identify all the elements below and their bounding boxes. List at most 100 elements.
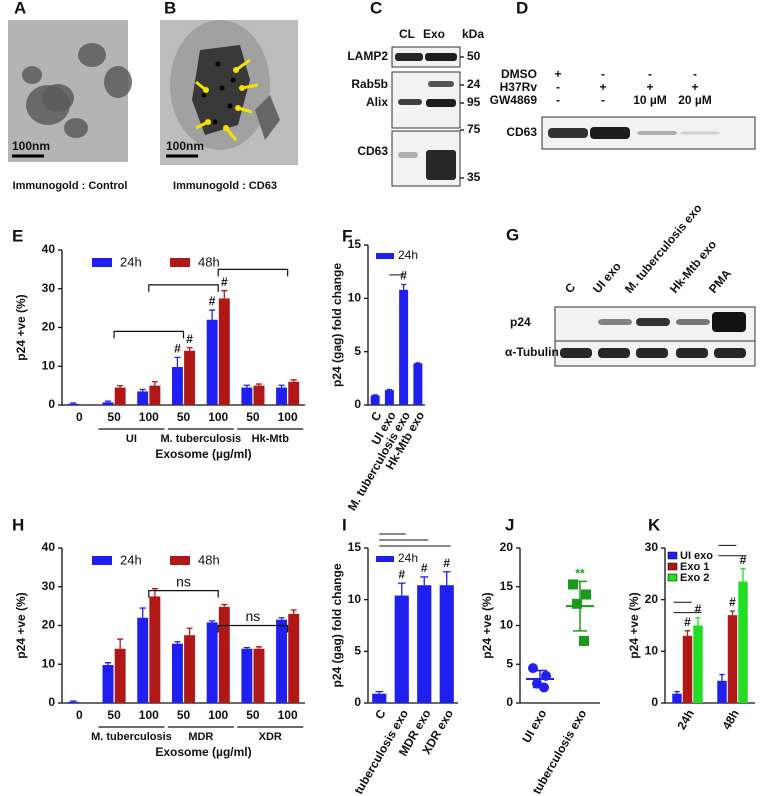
error-bar (209, 309, 216, 320)
vesicle (78, 43, 106, 67)
bracket (217, 268, 289, 277)
marker-label: 35 (467, 170, 481, 184)
legend-label: 48h (198, 254, 220, 269)
legend-swatch (667, 573, 678, 582)
x-tick-label: 50 (246, 708, 260, 722)
cell: - (601, 93, 605, 107)
y-tick-label: 0 (651, 695, 658, 709)
significance: # (400, 269, 407, 283)
x-tick-label: 50 (107, 708, 121, 722)
bar (417, 585, 432, 703)
error-bar (174, 356, 181, 368)
bar (171, 367, 183, 405)
y-tick-label: 20 (645, 592, 659, 606)
vesicle (255, 95, 280, 140)
y-axis-label: p24 +ve (%) (14, 592, 28, 658)
panel-letter: G (506, 225, 519, 244)
bar (67, 701, 79, 703)
gold-particle (219, 85, 225, 91)
error-bar (243, 384, 250, 388)
error-bar (740, 568, 746, 582)
group-label: M. tuberculosis (91, 731, 172, 743)
error-bar (674, 690, 680, 694)
vesicle (64, 118, 88, 138)
row-label: CD63 (357, 144, 388, 158)
y-tick-label: 10 (42, 656, 56, 670)
bar (184, 350, 196, 405)
band (426, 150, 456, 180)
cell: 20 µM (678, 93, 712, 107)
bar (184, 635, 196, 703)
error-bar (415, 362, 421, 364)
row-label: LAMP2 (347, 49, 388, 63)
legend-label: Exo 1 (680, 561, 709, 573)
lane-label: M. tuberculosis exo (622, 201, 705, 296)
annotation: ns (176, 573, 191, 589)
bar (171, 643, 183, 703)
panel-letter: F (342, 226, 352, 245)
legend-swatch (376, 556, 394, 562)
legend-label: 24h (120, 254, 142, 269)
vesicle (42, 84, 74, 112)
x-tick-label: 50 (177, 410, 191, 424)
group-label: Hk-Mtb (252, 433, 290, 445)
bracket (148, 284, 219, 292)
bar (384, 390, 394, 405)
x-tick-label: 100 (208, 708, 228, 722)
x-tick-label: 0 (76, 410, 83, 424)
error-bar (290, 379, 297, 382)
point (528, 663, 538, 674)
group-label: M. tuberculosis (161, 433, 242, 445)
error-bar (255, 383, 263, 386)
marker-label: 75 (467, 122, 481, 136)
x-axis-label: Exosome (µg/ml) (155, 447, 251, 461)
error-bar (442, 571, 451, 586)
bar (413, 363, 423, 405)
group-label: UI (126, 433, 137, 445)
band (680, 131, 720, 135)
bar (727, 615, 738, 703)
row-label: Rab5b (351, 77, 388, 91)
legend-label: 24h (398, 248, 418, 262)
x-tick-label: 24h (674, 707, 696, 732)
significance: ** (575, 567, 585, 581)
band (714, 348, 746, 358)
point (572, 598, 582, 609)
bar (102, 402, 114, 405)
row-label: α-Tubulin (505, 345, 559, 359)
error-bar (70, 402, 77, 404)
error-bar (117, 384, 124, 388)
error-bar (375, 690, 384, 694)
error-bar (278, 384, 285, 388)
bar (693, 625, 703, 703)
x-tick-label: C (372, 707, 389, 722)
x-axis-label: Exosome (µg/ml) (155, 745, 251, 759)
legend-swatch (170, 556, 190, 565)
y-tick-label: 15 (500, 579, 514, 593)
point (568, 579, 578, 590)
y-tick-label: 20 (500, 540, 514, 554)
band (560, 348, 592, 358)
panel-letter: J (505, 515, 514, 534)
lane-label: PMA (706, 266, 734, 296)
significance: # (186, 332, 193, 346)
arrow-head (205, 119, 211, 125)
point (579, 636, 589, 646)
y-tick-label: 0 (48, 695, 55, 709)
gold-particle (215, 61, 221, 67)
significance: # (398, 567, 405, 581)
band (637, 131, 677, 135)
x-tick-label: 100 (139, 708, 159, 722)
panel-letter: E (12, 226, 23, 245)
band (398, 152, 418, 158)
cell: + (691, 80, 698, 94)
bracket (113, 330, 185, 339)
marker-label: 24 (467, 77, 481, 91)
y-tick-label: 30 (42, 281, 56, 295)
y-axis-label: p24 (gag) fold change (330, 563, 344, 687)
y-tick-label: 0 (48, 397, 55, 411)
error-bar (151, 588, 158, 597)
y-axis-label: p24 +ve (%) (14, 294, 28, 360)
y-tick-label: 10 (42, 358, 56, 372)
band (428, 81, 454, 87)
